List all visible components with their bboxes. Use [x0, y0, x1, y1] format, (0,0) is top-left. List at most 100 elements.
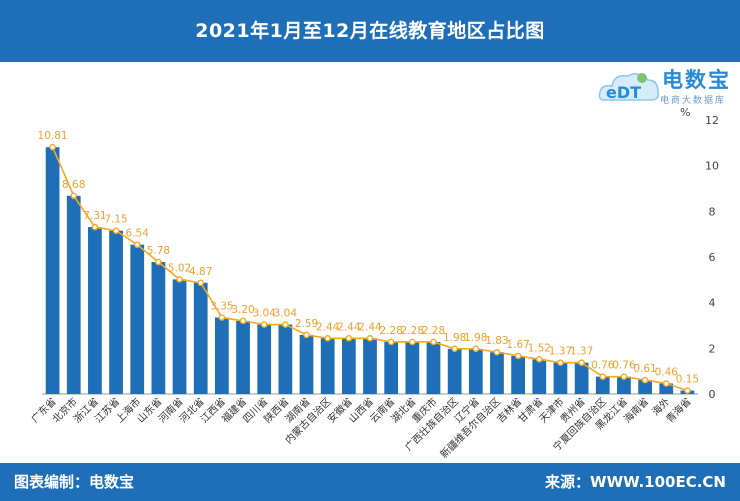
trend-point — [387, 338, 395, 346]
footer-source: 来源：WWW.100EC.CN — [545, 473, 726, 491]
y-tick-label: 4 — [709, 297, 716, 310]
bar — [659, 383, 674, 394]
bar — [341, 338, 356, 394]
data-label: 3.20 — [231, 304, 254, 316]
data-label: 2.28 — [401, 325, 424, 337]
trend-point — [218, 314, 226, 321]
bar — [45, 147, 60, 394]
y-tick-label: 10 — [705, 160, 719, 173]
data-label: 3.04 — [274, 308, 298, 320]
bar — [66, 195, 81, 394]
bar — [511, 355, 526, 394]
y-tick-label: 12 — [705, 114, 719, 127]
data-label: 2.44 — [337, 321, 361, 333]
trend-point — [535, 355, 543, 363]
bar — [278, 324, 293, 394]
trend-point — [133, 241, 141, 248]
footer-credit: 图表编制：电数宝 — [14, 473, 135, 491]
trend-point — [112, 227, 120, 235]
bar-chart: 0 2 4 6 8 10 12 10.81 8.68 7.317.15 6.54 5.78 5.024.… — [28, 114, 719, 461]
trend-point — [451, 345, 458, 353]
trend-point — [303, 331, 310, 339]
bar — [553, 362, 568, 394]
y-tick-label: 8 — [709, 205, 716, 218]
trend-point — [366, 334, 374, 342]
y-tick-label: 2 — [709, 342, 716, 355]
data-label: 0.61 — [633, 363, 656, 375]
y-tick-label: 6 — [709, 251, 716, 264]
trend-point — [557, 359, 564, 367]
data-label: 5.02 — [168, 262, 191, 274]
data-label: 8.68 — [62, 179, 85, 191]
data-label: 1.98 — [464, 332, 487, 344]
bar — [151, 262, 166, 394]
chart-title: 2021年1月至12月在线教育地区占比图 — [195, 20, 545, 42]
data-label: 0.76 — [612, 360, 636, 372]
data-label: 4.87 — [189, 266, 212, 278]
bar — [595, 376, 610, 394]
bar — [574, 362, 589, 394]
bar — [363, 338, 377, 394]
trend-point — [70, 192, 78, 200]
bar — [257, 324, 272, 394]
data-label: 0.46 — [655, 366, 679, 378]
data-label: 2.28 — [422, 325, 445, 337]
trend-point — [155, 258, 162, 266]
data-label: 1.37 — [570, 346, 593, 358]
trend-point — [91, 223, 99, 231]
data-label: 0.76 — [591, 360, 615, 372]
trend-point — [260, 321, 268, 328]
data-label: 7.15 — [104, 214, 127, 226]
trend-point — [662, 380, 670, 387]
bar — [384, 341, 399, 394]
trend-point — [641, 376, 649, 384]
bar — [109, 230, 123, 394]
bar — [236, 320, 250, 394]
data-label: 5.78 — [147, 245, 170, 257]
trend-point — [430, 338, 437, 346]
data-label: 1.52 — [528, 342, 551, 354]
bar — [320, 338, 335, 394]
bar — [490, 352, 504, 394]
bar — [172, 279, 187, 394]
data-label: 2.44 — [316, 321, 340, 333]
bar — [214, 317, 229, 394]
bar — [532, 359, 547, 394]
trend-point — [345, 334, 353, 342]
bar — [638, 380, 652, 394]
data-label: 1.37 — [549, 346, 572, 358]
trend-point — [684, 387, 691, 394]
y-tick-label: 0 — [709, 388, 716, 401]
footer-bar — [0, 463, 740, 501]
bar — [299, 334, 314, 394]
trend-point — [493, 348, 501, 356]
trend-point — [324, 334, 331, 342]
trend-point — [599, 373, 607, 380]
trend-point — [472, 345, 480, 353]
data-label: 2.59 — [295, 318, 318, 330]
trend-point — [176, 276, 183, 283]
data-label: 1.83 — [485, 335, 508, 347]
data-label: 3.04 — [252, 308, 276, 320]
bar — [447, 348, 462, 394]
trend-point — [49, 143, 56, 151]
trend-point — [514, 352, 522, 360]
logo-subtitle: 电商大数据库 — [660, 96, 727, 106]
data-label: 1.98 — [443, 332, 466, 344]
data-label: 1.67 — [506, 339, 529, 351]
data-label: 6.54 — [126, 228, 150, 240]
trend-point — [282, 321, 289, 328]
trend-point — [578, 359, 585, 367]
data-label: 3.35 — [210, 301, 233, 313]
logo-cloud-icon: eDT — [598, 73, 660, 102]
data-label: 10.81 — [38, 130, 68, 142]
bar — [426, 341, 441, 394]
bar — [130, 244, 145, 394]
header-bar — [0, 0, 740, 62]
trend-point — [620, 373, 628, 380]
data-label: 2.44 — [358, 321, 382, 333]
bar — [617, 376, 631, 394]
data-label: 2.28 — [379, 325, 402, 337]
logo-mark: eDT — [606, 83, 641, 102]
